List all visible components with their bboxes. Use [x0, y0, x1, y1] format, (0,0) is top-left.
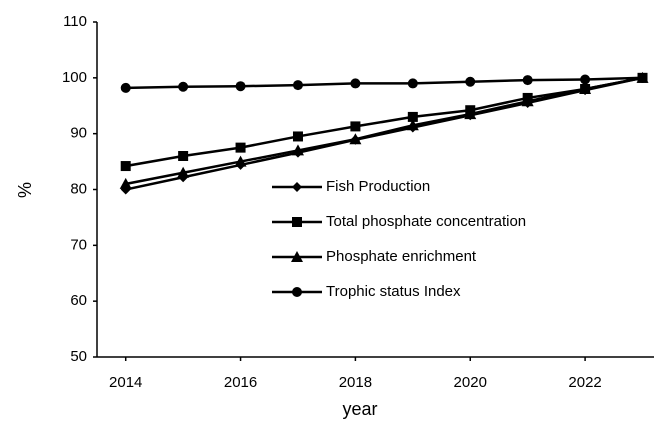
y-tick-label: 60	[70, 292, 87, 309]
marker	[292, 217, 302, 227]
marker	[522, 75, 533, 86]
marker	[579, 83, 592, 94]
y-tick-label: 80	[70, 180, 87, 197]
marker	[637, 72, 648, 83]
legend-label: Phosphate enrichment	[326, 248, 477, 265]
marker	[292, 131, 303, 142]
marker	[349, 133, 362, 145]
x-tick-label: 2022	[568, 374, 601, 391]
marker	[120, 82, 131, 93]
marker	[291, 251, 303, 262]
series-line	[125, 76, 643, 168]
marker	[521, 95, 534, 107]
marker	[235, 81, 246, 92]
marker	[292, 80, 303, 91]
x-tick-label: 2018	[339, 374, 372, 391]
series-line	[125, 76, 643, 191]
y-tick-label: 70	[70, 236, 87, 253]
marker	[406, 119, 419, 131]
marker	[407, 111, 418, 122]
marker	[120, 161, 131, 172]
y-tick-label: 110	[63, 13, 87, 30]
x-axis-label: year	[342, 399, 377, 419]
y-tick-label: 100	[62, 69, 87, 86]
y-tick-label: 50	[70, 348, 87, 365]
x-tick-label: 2016	[224, 374, 257, 391]
marker	[580, 74, 591, 85]
marker	[407, 78, 418, 89]
legend-label: Trophic status Index	[326, 283, 461, 300]
marker	[292, 287, 302, 297]
legend-label: Total phosphate concentration	[326, 213, 526, 230]
x-tick-label: 2020	[454, 374, 487, 391]
marker	[464, 108, 477, 120]
marker	[350, 78, 361, 89]
marker	[177, 166, 190, 178]
marker	[465, 76, 476, 87]
legend-label: Fish Production	[326, 178, 430, 195]
marker	[119, 177, 132, 189]
series-line	[125, 76, 643, 90]
x-tick-label: 2014	[109, 374, 142, 391]
marker	[234, 155, 247, 167]
marker	[350, 121, 361, 132]
series-line	[125, 76, 643, 186]
y-axis-label: %	[15, 182, 35, 198]
marker	[292, 182, 302, 192]
marker	[178, 81, 189, 92]
marker	[178, 151, 189, 161]
y-tick-label: 90	[70, 125, 87, 142]
marker	[235, 142, 246, 153]
marker	[291, 144, 304, 156]
